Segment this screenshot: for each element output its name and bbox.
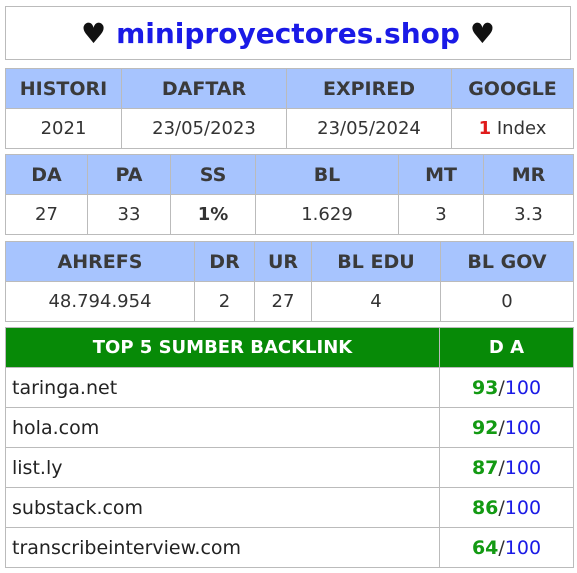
table-row: list.ly 87/100 [5, 447, 574, 488]
backlink-domain[interactable]: transcribeinterview.com [5, 527, 440, 568]
value-mt: 3 [398, 194, 484, 235]
header-da: DA [5, 154, 88, 195]
table-row: hola.com 92/100 [5, 407, 574, 448]
google-index-label: Index [491, 118, 547, 139]
value-ahrefs: 48.794.954 [5, 281, 195, 322]
site-title-banner: ♥ miniproyectores.shop ♥ [5, 6, 571, 60]
header-google: GOOGLE [451, 68, 574, 109]
header-mt: MT [398, 154, 484, 195]
value-daftar: 23/05/2023 [121, 108, 287, 149]
backlink-da: 93/100 [439, 367, 574, 408]
value-google-index: 1 Index [451, 108, 574, 149]
backlink-da-slash: / [498, 456, 505, 479]
backlink-da-slash: / [498, 496, 505, 519]
header-ss: SS [170, 154, 256, 195]
backlink-domain[interactable]: list.ly [5, 447, 440, 488]
value-bl-edu: 4 [311, 281, 441, 322]
backlink-da-value: 86 [471, 496, 499, 519]
authority-metrics-table: DA PA SS BL MT MR 27 33 1% 1.629 3 3.3 [5, 154, 574, 235]
backlink-da-max: 100 [504, 456, 542, 479]
value-bl: 1.629 [255, 194, 399, 235]
header-da-score: D A [439, 327, 574, 368]
value-ss: 1% [170, 194, 256, 235]
backlink-domain[interactable]: substack.com [5, 487, 440, 528]
backlink-da-slash: / [498, 416, 505, 439]
value-expired: 23/05/2024 [286, 108, 452, 149]
header-bl-edu: BL EDU [311, 241, 441, 282]
value-bl-gov: 0 [440, 281, 574, 322]
header-backlink-source: TOP 5 SUMBER BACKLINK [5, 327, 440, 368]
backlink-domain[interactable]: taringa.net [5, 367, 440, 408]
backlink-da-slash: / [498, 376, 505, 399]
header-histori: HISTORI [5, 68, 122, 109]
top-backlink-sources-table: TOP 5 SUMBER BACKLINK D A taringa.net 93… [5, 327, 574, 568]
backlink-da-max: 100 [504, 376, 542, 399]
backlink-da: 87/100 [439, 447, 574, 488]
value-da: 27 [5, 194, 88, 235]
heart-icon: ♥ [80, 16, 107, 50]
ahrefs-metrics-table: AHREFS DR UR BL EDU BL GOV 48.794.954 2 … [5, 241, 574, 322]
backlink-da: 86/100 [439, 487, 574, 528]
table-row: transcribeinterview.com 64/100 [5, 527, 574, 568]
backlink-da-value: 87 [471, 456, 499, 479]
header-mr: MR [483, 154, 574, 195]
header-ahrefs: AHREFS [5, 241, 195, 282]
backlink-da-max: 100 [504, 536, 542, 559]
backlink-da-max: 100 [504, 416, 542, 439]
value-pa: 33 [87, 194, 171, 235]
value-dr: 2 [194, 281, 255, 322]
value-mr: 3.3 [483, 194, 574, 235]
backlink-da-max: 100 [504, 496, 542, 519]
backlink-da-value: 64 [471, 536, 499, 559]
heart-icon: ♥ [469, 16, 496, 50]
header-bl-gov: BL GOV [440, 241, 574, 282]
domain-history-table: HISTORI DAFTAR EXPIRED GOOGLE 2021 23/05… [5, 68, 574, 149]
backlink-da-value: 92 [471, 416, 499, 439]
header-bl: BL [255, 154, 399, 195]
value-ur: 27 [254, 281, 312, 322]
backlink-da-value: 93 [471, 376, 499, 399]
google-index-count: 1 [478, 118, 492, 139]
table-row: taringa.net 93/100 [5, 367, 574, 408]
table-row: substack.com 86/100 [5, 487, 574, 528]
backlink-da: 92/100 [439, 407, 574, 448]
backlink-da-slash: / [498, 536, 505, 559]
header-expired: EXPIRED [286, 68, 452, 109]
site-domain-title[interactable]: miniproyectores.shop [116, 16, 460, 50]
header-ur: UR [254, 241, 312, 282]
backlink-da: 64/100 [439, 527, 574, 568]
value-histori: 2021 [5, 108, 122, 149]
header-pa: PA [87, 154, 171, 195]
header-dr: DR [194, 241, 255, 282]
backlink-domain[interactable]: hola.com [5, 407, 440, 448]
header-daftar: DAFTAR [121, 68, 287, 109]
